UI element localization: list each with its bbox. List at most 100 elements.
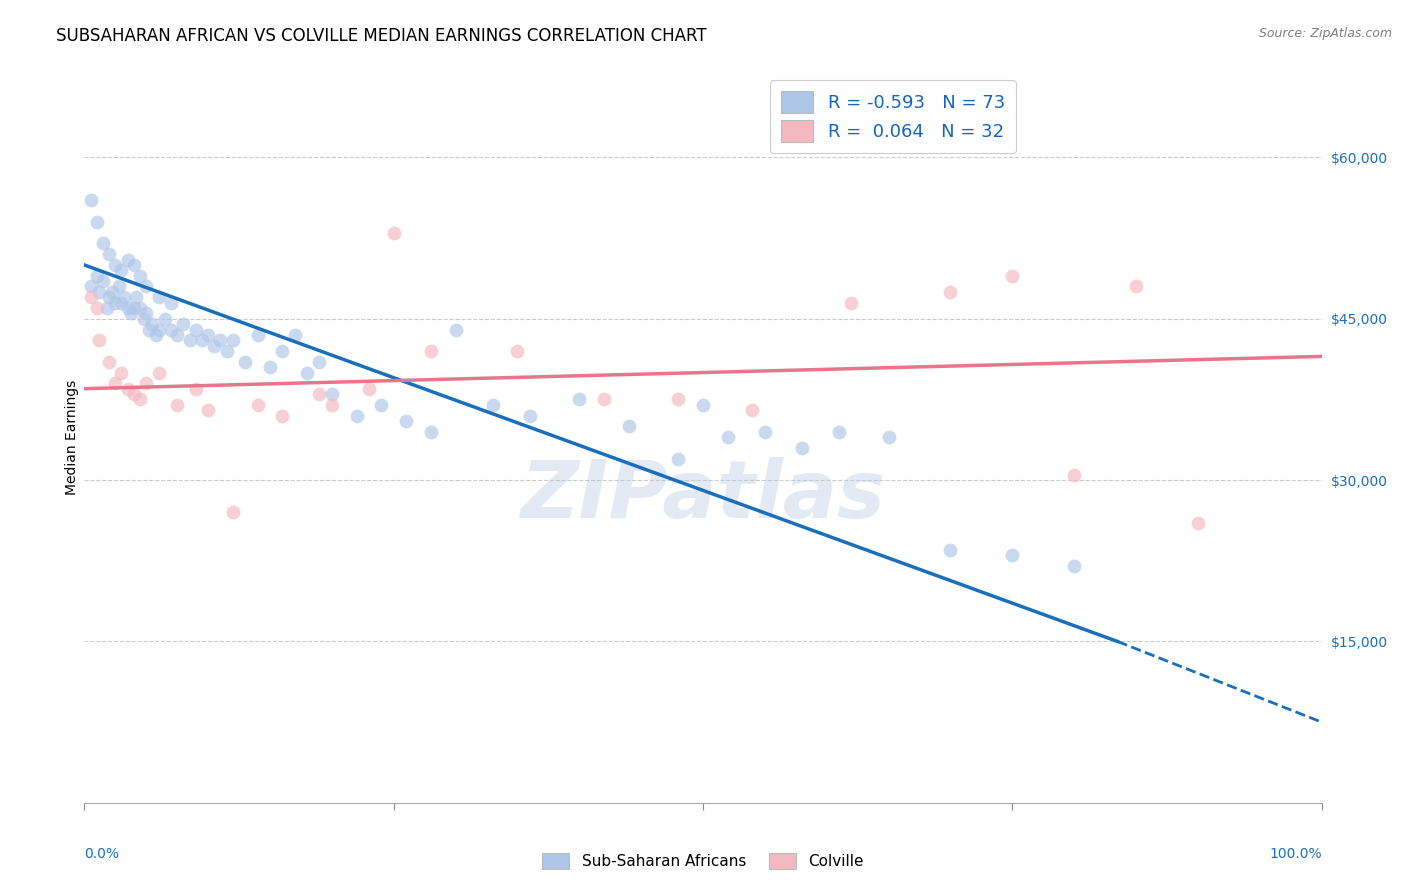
Point xyxy=(79,290,101,304)
Point xyxy=(481,398,503,412)
Point xyxy=(184,382,207,396)
Point xyxy=(100,285,122,299)
Point xyxy=(1001,268,1024,283)
Point xyxy=(120,306,142,320)
Point xyxy=(346,409,368,423)
Point xyxy=(166,327,188,342)
Point xyxy=(96,301,118,315)
Legend: R = -0.593   N = 73, R =  0.064   N = 32: R = -0.593 N = 73, R = 0.064 N = 32 xyxy=(770,80,1015,153)
Point xyxy=(112,290,135,304)
Point xyxy=(129,268,152,283)
Point xyxy=(246,327,269,342)
Point xyxy=(506,344,529,359)
Point xyxy=(153,311,176,326)
Point xyxy=(117,382,139,396)
Point xyxy=(1125,279,1147,293)
Point xyxy=(141,317,163,331)
Point xyxy=(222,333,245,347)
Point xyxy=(197,327,219,342)
Point xyxy=(91,274,114,288)
Point xyxy=(1187,516,1209,530)
Point xyxy=(104,258,127,272)
Point xyxy=(395,414,418,428)
Point xyxy=(122,387,145,401)
Point xyxy=(135,376,157,391)
Point xyxy=(79,194,101,208)
Text: 0.0%: 0.0% xyxy=(84,847,120,861)
Point xyxy=(370,398,392,412)
Point xyxy=(284,327,307,342)
Point xyxy=(79,279,101,293)
Point xyxy=(841,295,863,310)
Y-axis label: Median Earnings: Median Earnings xyxy=(65,379,79,495)
Point xyxy=(117,252,139,267)
Point xyxy=(357,382,380,396)
Point xyxy=(110,295,132,310)
Point xyxy=(179,333,201,347)
Point xyxy=(98,247,121,261)
Point xyxy=(197,403,219,417)
Point xyxy=(110,366,132,380)
Point xyxy=(271,409,294,423)
Point xyxy=(419,344,441,359)
Point xyxy=(295,366,318,380)
Point xyxy=(160,295,183,310)
Point xyxy=(172,317,194,331)
Point xyxy=(98,290,121,304)
Point xyxy=(754,425,776,439)
Point xyxy=(202,339,225,353)
Point xyxy=(1001,549,1024,563)
Point xyxy=(271,344,294,359)
Point xyxy=(122,258,145,272)
Point xyxy=(209,333,232,347)
Text: SUBSAHARAN AFRICAN VS COLVILLE MEDIAN EARNINGS CORRELATION CHART: SUBSAHARAN AFRICAN VS COLVILLE MEDIAN EA… xyxy=(56,27,707,45)
Point xyxy=(617,419,640,434)
Point xyxy=(108,279,131,293)
Point xyxy=(692,398,714,412)
Point xyxy=(135,279,157,293)
Point xyxy=(222,505,245,519)
Point xyxy=(89,333,111,347)
Point xyxy=(148,366,170,380)
Point xyxy=(1063,467,1085,482)
Point xyxy=(86,268,108,283)
Point xyxy=(568,392,591,407)
Point xyxy=(86,215,108,229)
Point xyxy=(145,327,167,342)
Point xyxy=(91,236,114,251)
Point xyxy=(129,392,152,407)
Point xyxy=(790,441,813,455)
Legend: Sub-Saharan Africans, Colville: Sub-Saharan Africans, Colville xyxy=(536,847,870,875)
Point xyxy=(444,322,467,336)
Point xyxy=(110,263,132,277)
Point xyxy=(160,322,183,336)
Point xyxy=(98,355,121,369)
Point xyxy=(122,301,145,315)
Point xyxy=(86,301,108,315)
Point xyxy=(519,409,541,423)
Point xyxy=(148,322,170,336)
Point xyxy=(129,301,152,315)
Point xyxy=(191,333,214,347)
Point xyxy=(419,425,441,439)
Point xyxy=(104,295,127,310)
Point xyxy=(717,430,740,444)
Point xyxy=(939,285,962,299)
Point xyxy=(215,344,238,359)
Point xyxy=(125,290,148,304)
Point xyxy=(828,425,851,439)
Text: ZIPatlas: ZIPatlas xyxy=(520,457,886,534)
Point xyxy=(104,376,127,391)
Point xyxy=(321,387,343,401)
Point xyxy=(308,355,330,369)
Point xyxy=(166,398,188,412)
Point xyxy=(117,301,139,315)
Point xyxy=(184,322,207,336)
Point xyxy=(741,403,763,417)
Point xyxy=(321,398,343,412)
Point xyxy=(666,451,689,466)
Point xyxy=(246,398,269,412)
Text: 100.0%: 100.0% xyxy=(1270,847,1322,861)
Point xyxy=(138,322,160,336)
Point xyxy=(666,392,689,407)
